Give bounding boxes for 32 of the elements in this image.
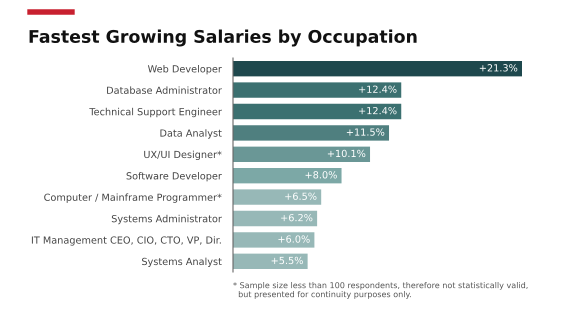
y-tick-label: IT Management CEO, CIO, CTO, VP, Dir. bbox=[32, 236, 221, 246]
bar bbox=[233, 125, 390, 141]
y-tick-label: Web Developer bbox=[148, 65, 222, 74]
bar bbox=[233, 254, 308, 270]
data-label: +5.5% bbox=[272, 256, 303, 264]
y-tick-label: Technical Support Engineer bbox=[89, 108, 222, 118]
bar bbox=[233, 189, 322, 205]
y-tick-label: Database Administrator bbox=[107, 86, 222, 94]
text: * Sample size less than 100 respondents, therefore not statistically valid, but presented for continuity purposes only. bbox=[233, 282, 528, 299]
y-tick-label: Software Developer bbox=[126, 172, 222, 182]
data-label: +6.5% bbox=[285, 192, 316, 200]
y-tick-label: Computer / Mainframe Programmer* bbox=[44, 193, 222, 203]
data-label: +10.1% bbox=[328, 150, 366, 158]
bar bbox=[233, 146, 370, 162]
y-tick-label: Data Analyst bbox=[160, 129, 222, 139]
chart-title: Fastest Growing Salaries by Occupation bbox=[30, 30, 417, 46]
data-label: +12.4% bbox=[359, 106, 397, 114]
data-label: +21.3% bbox=[480, 64, 518, 72]
y-tick-label: UX/UI Designer* bbox=[144, 150, 222, 160]
data-label: +12.4% bbox=[359, 86, 397, 93]
data-label: +6.2% bbox=[281, 214, 312, 222]
data-label: +11.5% bbox=[346, 128, 384, 136]
bar bbox=[233, 104, 402, 120]
data-label: +6.0% bbox=[278, 235, 310, 243]
bar bbox=[233, 60, 522, 76]
y-tick-label: Systems Analyst bbox=[142, 258, 222, 268]
bar bbox=[233, 232, 314, 248]
bar bbox=[233, 82, 402, 98]
data-label: +8.0% bbox=[306, 171, 337, 179]
bar bbox=[233, 210, 318, 226]
y-tick-label: Systems Administrator bbox=[112, 214, 222, 224]
bar bbox=[233, 168, 342, 184]
